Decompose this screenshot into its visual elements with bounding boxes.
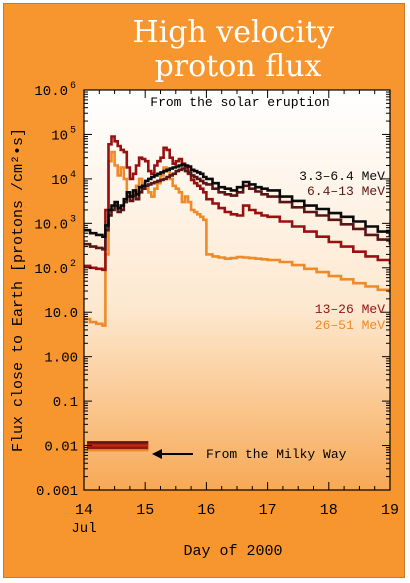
y-tick-exponent: 5	[70, 125, 76, 136]
legend-label-2: 6.4–13 MeV	[307, 184, 385, 199]
y-tick-label: 10.0	[34, 217, 68, 233]
x-tick-sublabel: Jul	[71, 521, 96, 537]
y-tick-label: 10.0	[34, 262, 68, 278]
axes: 10.0 610 510 410.0 310.0 210.01.000.10.010.00…	[34, 81, 399, 537]
plot-area	[84, 90, 390, 490]
series-line-4	[84, 150, 390, 327]
y-tick-label: 10.0	[34, 84, 68, 100]
y-tick-exponent: 3	[70, 214, 76, 225]
y-tick-exponent: 6	[70, 81, 76, 92]
y-tick-exponent: 4	[70, 170, 76, 181]
arrow-left-icon	[152, 449, 162, 459]
y-tick-label: 1.00	[44, 351, 78, 367]
legend-label-3: 13–26 MeV	[315, 302, 385, 317]
series-line-1	[84, 163, 390, 238]
y-tick-label: 10	[51, 173, 68, 189]
chart-title-line-2: proton flux	[155, 49, 322, 84]
y-tick-exponent: 2	[70, 259, 76, 270]
chart-title-line-1: High velocity	[132, 15, 334, 50]
milky-way-band	[87, 441, 149, 452]
y-tick-label: 0.1	[53, 395, 78, 411]
legend-label-1: 3.3–6.4 MeV	[299, 169, 385, 184]
chart-title: High velocity proton flux	[132, 15, 343, 84]
x-tick-label: 17	[259, 502, 277, 519]
legend-label-4: 26–51 MeV	[315, 318, 385, 333]
series-group	[84, 135, 390, 327]
x-tick-label: 18	[320, 502, 338, 519]
x-tick-label: 16	[197, 502, 215, 519]
milky-way-label: From the Milky Way	[206, 447, 347, 462]
x-axis-label: Day of 2000	[183, 543, 282, 560]
y-tick-label: 10	[51, 128, 68, 144]
y-axis-label: Flux close to Earth [protons /cm²•s]	[10, 128, 27, 452]
x-tick-label: 15	[136, 502, 154, 519]
series-line-3	[84, 135, 390, 272]
milky-way-annotation: From the Milky Way	[152, 447, 347, 462]
y-tick-label: 0.01	[44, 440, 78, 456]
x-tick-label: 14	[75, 502, 93, 519]
chart-subtitle: From the solar eruption	[150, 95, 329, 110]
x-tick-label: 19	[381, 502, 399, 519]
y-tick-label: 0.001	[36, 484, 78, 500]
y-tick-label: 10.0	[44, 306, 78, 322]
